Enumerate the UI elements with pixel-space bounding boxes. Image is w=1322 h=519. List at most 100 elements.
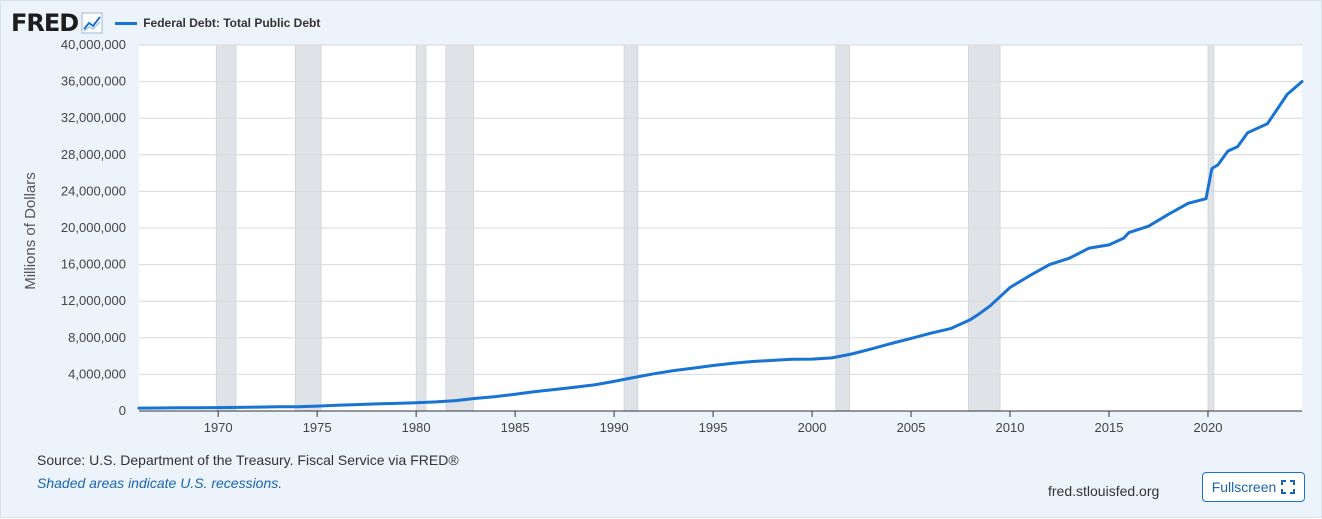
data-point xyxy=(236,406,240,409)
fullscreen-button[interactable]: Fullscreen xyxy=(1202,472,1305,502)
data-point xyxy=(929,331,933,335)
x-tick-label: 1980 xyxy=(402,420,431,435)
data-point xyxy=(395,402,398,405)
gridlines xyxy=(139,44,1302,375)
data-point xyxy=(177,406,180,410)
x-tick-label: 1970 xyxy=(204,420,233,435)
data-point xyxy=(494,395,497,398)
data-point xyxy=(751,360,754,363)
data-point xyxy=(692,366,695,370)
fred-logo[interactable]: FRED xyxy=(11,9,103,37)
data-point xyxy=(632,376,636,379)
x-tick-label: 1975 xyxy=(303,420,332,435)
data-point xyxy=(256,405,259,409)
series-layer xyxy=(137,80,1304,410)
data-point xyxy=(1028,274,1032,277)
expand-icon xyxy=(1281,480,1296,494)
data-point xyxy=(850,352,853,356)
legend-swatch xyxy=(115,21,138,25)
data-point xyxy=(315,404,319,408)
data-point xyxy=(1236,145,1239,148)
y-tick-label: 28,000,000 xyxy=(61,147,126,162)
y-tick-label: 20,000,000 xyxy=(61,220,126,235)
data-point xyxy=(1122,236,1126,240)
data-point xyxy=(513,393,517,396)
data-point xyxy=(979,311,982,315)
data-point xyxy=(1008,286,1012,289)
data-point xyxy=(771,359,774,362)
data-point xyxy=(1127,231,1130,234)
data-point xyxy=(1276,107,1279,111)
y-tick-label: 4,000,000 xyxy=(68,366,126,381)
y-tick-label: 12,000,000 xyxy=(61,293,126,308)
x-tick-label: 2000 xyxy=(798,420,827,435)
y-tick-label: 40,000,000 xyxy=(61,37,126,52)
data-point xyxy=(355,403,358,406)
series-line xyxy=(137,80,1304,410)
data-point xyxy=(1068,256,1071,260)
data-point xyxy=(791,358,794,361)
legend: Federal Debt: Total Public Debt xyxy=(115,16,320,30)
data-point xyxy=(810,357,814,361)
legend-label: Federal Debt: Total Public Debt xyxy=(143,16,321,30)
data-point xyxy=(890,342,893,345)
x-axis-ticks: 1970 1975 1980 1985 1990 1995 2000 2005 2010 2015… xyxy=(204,411,1223,435)
site-link[interactable]: fred.stlouisfed.org xyxy=(1048,483,1160,499)
data-point xyxy=(157,406,160,410)
data-point xyxy=(1107,243,1111,247)
y-tick-label: 0 xyxy=(119,403,126,418)
data-point xyxy=(1266,122,1269,125)
y-tick-label: 16,000,000 xyxy=(61,257,126,272)
data-point xyxy=(335,404,339,407)
data-point xyxy=(1204,197,1208,200)
data-point xyxy=(533,390,537,393)
data-point xyxy=(989,304,992,307)
data-point xyxy=(612,380,616,383)
x-tick-label: 1985 xyxy=(501,420,530,435)
y-tick-label: 32,000,000 xyxy=(61,110,126,125)
fullscreen-label: Fullscreen xyxy=(1211,479,1277,495)
data-point xyxy=(434,400,438,404)
data-point xyxy=(1216,163,1220,167)
data-point xyxy=(296,405,299,408)
data-point xyxy=(830,356,834,360)
data-point xyxy=(1167,213,1170,216)
data-point xyxy=(474,397,477,400)
chart-header: FRED Federal Debt: Total Public Debt xyxy=(11,8,320,38)
data-point xyxy=(593,383,596,387)
data-point xyxy=(1300,80,1304,83)
y-axis-label: Millions of Dollars xyxy=(22,172,39,290)
x-tick-label: 1995 xyxy=(699,420,728,435)
data-point xyxy=(573,385,576,389)
data-point xyxy=(652,372,655,376)
x-tick-label: 1990 xyxy=(600,420,629,435)
x-tick-label: 2010 xyxy=(996,420,1025,435)
data-point xyxy=(1210,167,1214,170)
data-point xyxy=(375,402,378,406)
data-point xyxy=(1147,224,1150,228)
data-point xyxy=(414,401,418,404)
x-tick-label: 2005 xyxy=(897,420,926,435)
data-point xyxy=(1087,246,1091,250)
x-tick-label: 2015 xyxy=(1095,420,1124,435)
data-point xyxy=(711,364,715,367)
recession-note: Shaded areas indicate U.S. recessions. xyxy=(37,475,283,491)
data-point xyxy=(672,369,675,372)
data-point xyxy=(870,347,873,351)
y-axis-ticks: 0 4,000,000 8,000,000 12,000,000 16,000,000 2… xyxy=(61,37,126,418)
data-point xyxy=(1226,149,1229,153)
data-point xyxy=(1285,93,1289,96)
x-tick-label: 2020 xyxy=(1194,420,1223,435)
data-point xyxy=(909,337,913,340)
data-point xyxy=(1048,263,1051,266)
data-point xyxy=(553,388,556,391)
data-point xyxy=(1186,202,1190,205)
data-point xyxy=(969,318,972,321)
data-point xyxy=(1246,131,1249,135)
chart-line-icon xyxy=(81,12,103,34)
data-point xyxy=(731,361,735,365)
data-point xyxy=(949,327,952,330)
y-tick-label: 36,000,000 xyxy=(61,74,126,89)
